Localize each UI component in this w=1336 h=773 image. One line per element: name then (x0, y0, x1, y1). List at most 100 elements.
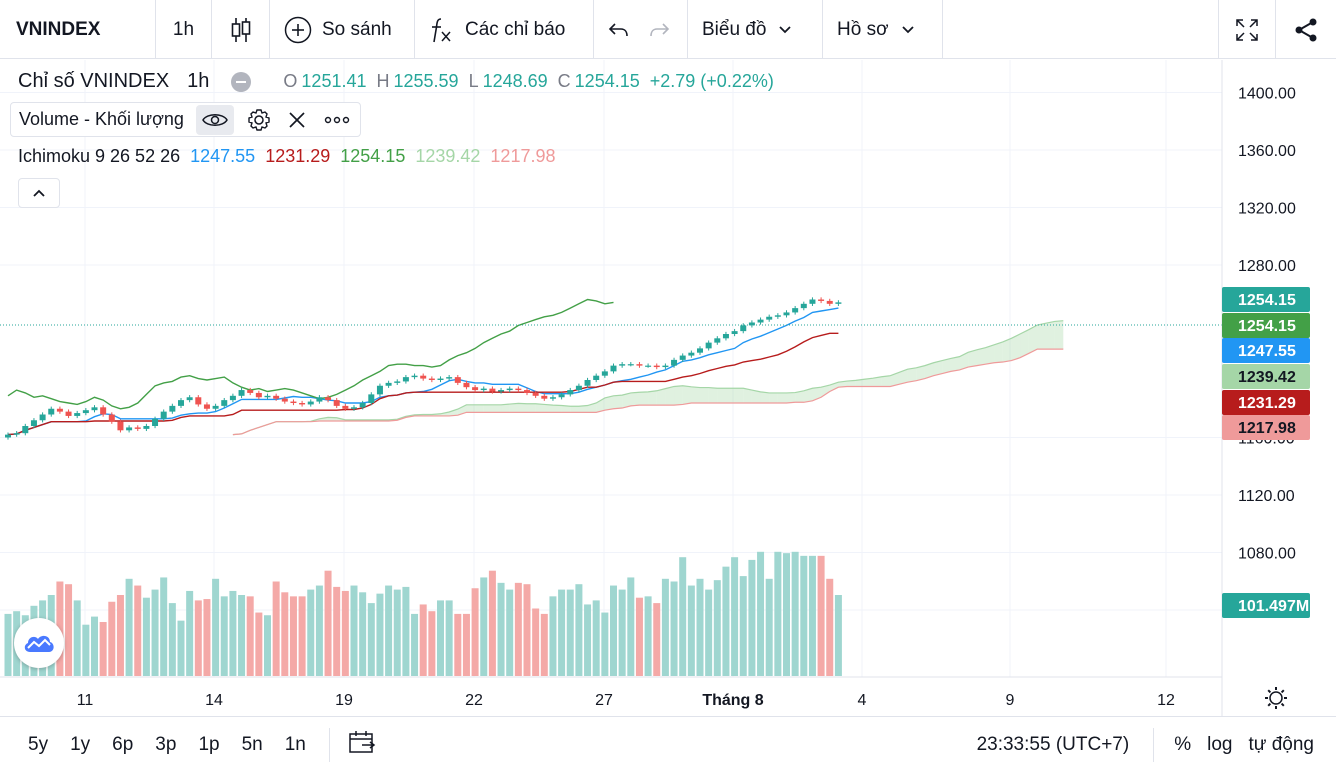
price-chart[interactable]: 1400.001360.001320.001280.001160.001120.… (0, 60, 1336, 716)
undo-icon[interactable] (608, 20, 630, 40)
chevron-up-icon (33, 189, 45, 197)
low-label: L (468, 71, 479, 91)
price-tag-lagging: 1254.15 (1238, 318, 1296, 335)
candle-body (394, 381, 401, 383)
volume-bar (220, 596, 228, 676)
ichimoku-legend[interactable]: Ichimoku 9 26 52 26 1247.55 1231.29 1254… (18, 146, 556, 167)
toolbar-spacer (943, 0, 1218, 58)
cloud-segment (795, 390, 804, 403)
volume-bar (134, 585, 142, 676)
volume-bar (549, 596, 557, 676)
candle-body (818, 299, 825, 301)
cloud-segment (803, 388, 813, 403)
indicators-button[interactable]: Các chỉ báo (415, 0, 594, 59)
settings-button[interactable] (246, 105, 272, 135)
go-to-date-button[interactable] (342, 730, 382, 760)
range-1n[interactable]: 1n (284, 734, 306, 755)
volume-bar (367, 603, 375, 676)
remove-indicator-button[interactable] (284, 105, 310, 135)
candle-body (281, 398, 288, 402)
volume-bar (186, 590, 194, 676)
range-5y[interactable]: 5y (28, 734, 49, 755)
interval-button[interactable]: 1h (156, 0, 212, 59)
fullscreen-button[interactable] (1218, 0, 1276, 59)
range-1y[interactable]: 1y (70, 734, 91, 755)
series-interval: 1h (187, 70, 210, 92)
collapse-legend-icon[interactable] (231, 71, 252, 92)
volume-bar (82, 624, 90, 676)
cloud-segment (890, 372, 899, 387)
candle-body (126, 427, 133, 431)
cloud-segment (1020, 329, 1029, 358)
volume-bar (402, 586, 410, 676)
cloud-segment (1046, 321, 1055, 350)
range-3p[interactable]: 3p (155, 734, 177, 755)
candle-body (385, 382, 392, 386)
candle-body (273, 395, 280, 399)
volume-bar (108, 601, 116, 676)
candle-body (835, 302, 842, 304)
volume-bar (687, 585, 695, 676)
range-1p[interactable]: 1p (198, 734, 220, 755)
volume-bar (826, 578, 834, 676)
function-icon (432, 17, 451, 42)
volume-bar (627, 577, 635, 676)
interval-label: 1h (172, 18, 195, 40)
ichimoku-conversion-value: 1247.55 (190, 146, 256, 166)
range-6p[interactable]: 6p (112, 734, 134, 755)
symbol-search-button[interactable]: VNINDEX (0, 0, 156, 59)
cloud-segment (942, 358, 951, 374)
redo-icon[interactable] (648, 20, 670, 40)
percent-toggle[interactable]: % (1174, 734, 1192, 755)
candle-body (498, 390, 505, 392)
volume-bar (385, 585, 393, 676)
volume-legend[interactable]: Volume - Khối lượng (10, 102, 361, 137)
tradingview-logo[interactable] (14, 618, 64, 668)
candle-body (56, 408, 63, 412)
cloud-segment (639, 391, 649, 406)
cloud-segment (518, 403, 527, 413)
clock-timezone[interactable]: 23:33:55 (UTC+7) (976, 734, 1130, 755)
auto-scale-toggle[interactable]: tự động (1248, 734, 1314, 755)
compare-button[interactable]: So sánh (270, 0, 415, 59)
chart-menu-button[interactable]: Biểu đồ (688, 0, 823, 59)
price-tag-bg (1222, 364, 1310, 389)
price-tag-base: 1231.29 (1238, 395, 1296, 412)
cloud-segment (985, 344, 995, 365)
symbol-label: VNINDEX (16, 18, 101, 40)
cloud-segment (881, 375, 891, 387)
volume-bar (532, 608, 540, 676)
volume-bar (264, 615, 271, 676)
candle-body (697, 348, 703, 353)
volume-bar (194, 600, 202, 676)
series-title[interactable]: Chỉ số VNINDEX (18, 70, 170, 92)
candles-type-button[interactable] (212, 0, 270, 59)
volume-bar (834, 595, 842, 676)
volume-bar (497, 582, 505, 676)
collapse-indicators-button[interactable] (18, 178, 60, 208)
candle-body (203, 404, 210, 409)
cloud-segment (933, 360, 943, 376)
visibility-button[interactable] (195, 104, 234, 135)
price-tag-volume: 101.497M (1238, 598, 1309, 615)
more-button[interactable] (322, 105, 352, 135)
price-tag-bg (1222, 313, 1310, 338)
profile-menu-button[interactable]: Hồ sơ (823, 0, 943, 59)
separator (1153, 728, 1155, 762)
volume-bar (411, 613, 419, 676)
chart-settings-icon[interactable] (1265, 687, 1287, 709)
log-toggle[interactable]: log (1207, 734, 1233, 755)
volume-bar (748, 559, 756, 676)
volume-bar (255, 612, 263, 676)
cloud-segment (527, 403, 536, 413)
volume-bar (514, 582, 522, 676)
candle-body (671, 359, 678, 366)
share-button[interactable] (1276, 0, 1336, 59)
cloud-segment (656, 388, 666, 406)
candle-body (593, 375, 600, 380)
candle-body (636, 364, 643, 366)
range-5n[interactable]: 5n (241, 734, 263, 755)
range-buttons: 5y 1y 6p 3p 1p 5n 1n (0, 734, 317, 756)
time-axis[interactable]: 11 14 19 22 27 Tháng 8 4 9 12 (77, 692, 1175, 709)
volume-bar (437, 600, 444, 676)
